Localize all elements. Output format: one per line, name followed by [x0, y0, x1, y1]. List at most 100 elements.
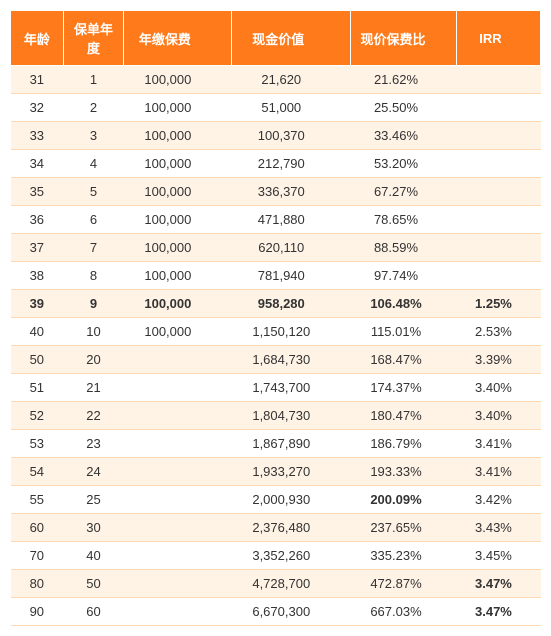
cell-ratio: 97.74%	[351, 262, 457, 290]
cell-irr	[456, 66, 540, 94]
cell-ratio: 115.01%	[351, 318, 457, 346]
table-row: 311100,00021,62021.62%	[11, 66, 541, 94]
table-row: 322100,00051,00025.50%	[11, 94, 541, 122]
table-row: 53231,867,890186.79%3.41%	[11, 430, 541, 458]
cell-cash: 620,110	[232, 234, 351, 262]
cell-ratio: 237.65%	[351, 514, 457, 542]
cell-cash: 1,684,730	[232, 346, 351, 374]
cell-cash: 3,352,260	[232, 542, 351, 570]
cell-cash: 212,790	[232, 150, 351, 178]
cell-year: 40	[63, 542, 124, 570]
table-row: 333100,000100,37033.46%	[11, 122, 541, 150]
cell-irr: 1.25%	[456, 290, 540, 318]
cell-cash: 1,933,270	[232, 458, 351, 486]
cell-prem: 100,000	[124, 290, 232, 318]
cell-age: 60	[11, 514, 64, 542]
cell-ratio: 106.48%	[351, 290, 457, 318]
cell-age: 80	[11, 570, 64, 598]
cell-prem: 100,000	[124, 150, 232, 178]
col-header-irr: IRR	[456, 11, 540, 66]
insurance-table: 年龄 保单年度 年缴保费 现金价值 现价保费比 IRR 311100,00021…	[10, 10, 541, 626]
cell-cash: 100,370	[232, 122, 351, 150]
table-row: 388100,000781,94097.74%	[11, 262, 541, 290]
cell-cash: 2,376,480	[232, 514, 351, 542]
cell-irr	[456, 262, 540, 290]
cell-age: 90	[11, 598, 64, 626]
cell-prem: 100,000	[124, 122, 232, 150]
cell-age: 54	[11, 458, 64, 486]
header-row: 年龄 保单年度 年缴保费 现金价值 现价保费比 IRR	[11, 11, 541, 66]
cell-irr: 2.53%	[456, 318, 540, 346]
cell-ratio: 168.47%	[351, 346, 457, 374]
cell-year: 7	[63, 234, 124, 262]
table-row: 377100,000620,11088.59%	[11, 234, 541, 262]
cell-year: 25	[63, 486, 124, 514]
cell-age: 37	[11, 234, 64, 262]
cell-irr	[456, 206, 540, 234]
table-row: 344100,000212,79053.20%	[11, 150, 541, 178]
cell-year: 5	[63, 178, 124, 206]
cell-ratio: 186.79%	[351, 430, 457, 458]
cell-year: 30	[63, 514, 124, 542]
cell-age: 52	[11, 402, 64, 430]
col-header-cash: 现金价值	[232, 11, 351, 66]
cell-prem	[124, 514, 232, 542]
cell-cash: 1,743,700	[232, 374, 351, 402]
col-header-ratio: 现价保费比	[351, 11, 457, 66]
cell-irr	[456, 150, 540, 178]
col-header-year: 保单年度	[63, 11, 124, 66]
cell-year: 3	[63, 122, 124, 150]
table-row: 70403,352,260335.23%3.45%	[11, 542, 541, 570]
cell-cash: 1,150,120	[232, 318, 351, 346]
cell-cash: 21,620	[232, 66, 351, 94]
cell-ratio: 33.46%	[351, 122, 457, 150]
cell-age: 53	[11, 430, 64, 458]
cell-year: 8	[63, 262, 124, 290]
cell-irr: 3.40%	[456, 374, 540, 402]
cell-cash: 958,280	[232, 290, 351, 318]
table-row: 60302,376,480237.65%3.43%	[11, 514, 541, 542]
cell-age: 70	[11, 542, 64, 570]
cell-prem: 100,000	[124, 318, 232, 346]
table-row: 4010100,0001,150,120115.01%2.53%	[11, 318, 541, 346]
cell-cash: 336,370	[232, 178, 351, 206]
cell-year: 50	[63, 570, 124, 598]
cell-prem: 100,000	[124, 178, 232, 206]
cell-year: 20	[63, 346, 124, 374]
cell-ratio: 180.47%	[351, 402, 457, 430]
cell-ratio: 21.62%	[351, 66, 457, 94]
cell-cash: 1,804,730	[232, 402, 351, 430]
cell-prem: 100,000	[124, 234, 232, 262]
cell-age: 33	[11, 122, 64, 150]
cell-ratio: 335.23%	[351, 542, 457, 570]
cell-year: 10	[63, 318, 124, 346]
cell-prem	[124, 570, 232, 598]
cell-prem	[124, 458, 232, 486]
cell-age: 35	[11, 178, 64, 206]
cell-year: 60	[63, 598, 124, 626]
table-row: 80504,728,700472.87%3.47%	[11, 570, 541, 598]
cell-irr: 3.41%	[456, 430, 540, 458]
table-row: 399100,000958,280106.48%1.25%	[11, 290, 541, 318]
cell-year: 21	[63, 374, 124, 402]
table-row: 50201,684,730168.47%3.39%	[11, 346, 541, 374]
cell-prem	[124, 542, 232, 570]
cell-irr: 3.47%	[456, 570, 540, 598]
table-row: 355100,000336,37067.27%	[11, 178, 541, 206]
cell-cash: 51,000	[232, 94, 351, 122]
table-body: 311100,00021,62021.62%322100,00051,00025…	[11, 66, 541, 626]
cell-prem	[124, 430, 232, 458]
cell-cash: 6,670,300	[232, 598, 351, 626]
cell-cash: 4,728,700	[232, 570, 351, 598]
table-row: 51211,743,700174.37%3.40%	[11, 374, 541, 402]
cell-cash: 781,940	[232, 262, 351, 290]
cell-age: 55	[11, 486, 64, 514]
cell-age: 39	[11, 290, 64, 318]
cell-irr: 3.47%	[456, 598, 540, 626]
cell-prem: 100,000	[124, 66, 232, 94]
cell-prem	[124, 598, 232, 626]
table-row: 52221,804,730180.47%3.40%	[11, 402, 541, 430]
cell-age: 36	[11, 206, 64, 234]
cell-age: 40	[11, 318, 64, 346]
cell-irr: 3.40%	[456, 402, 540, 430]
